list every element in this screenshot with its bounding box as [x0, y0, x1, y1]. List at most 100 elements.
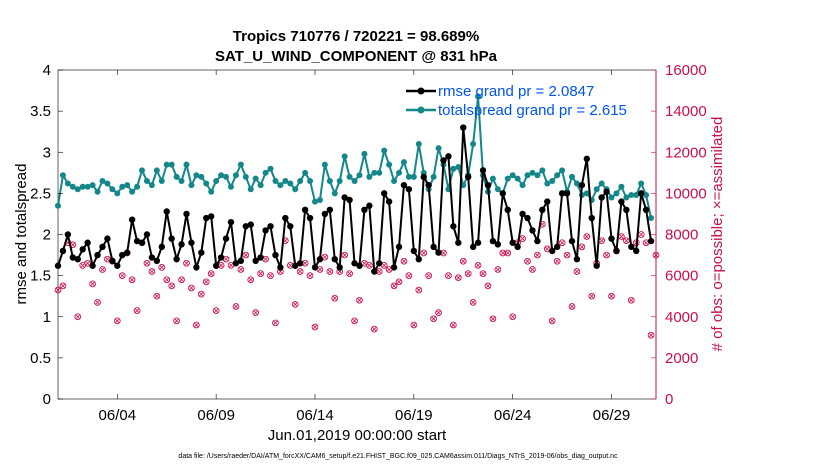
y-tick-label: 1 [43, 309, 51, 326]
rmse-point [484, 181, 492, 189]
obs-assimilated-point [495, 267, 501, 272]
obs-assimilated-point [129, 277, 135, 283]
rmse-point [573, 255, 581, 263]
rmse-point [440, 157, 447, 164]
obs-possible-point [178, 276, 185, 284]
obs-assimilated-point [366, 262, 372, 268]
rmse-point [460, 124, 467, 131]
obs-possible-point [499, 249, 507, 257]
obs-possible-point [420, 249, 428, 257]
totalspread-point [400, 159, 407, 166]
totalspread-point [109, 186, 116, 193]
y2-tick-label: 8000 [665, 227, 698, 244]
obs-assimilated-point [203, 279, 209, 285]
totalspread-point [178, 178, 185, 185]
obs-possible-point [296, 268, 304, 275]
rmse-point [514, 243, 521, 251]
totalspread-point [119, 183, 126, 190]
rmse-point [455, 239, 462, 246]
rmse-point [410, 247, 418, 255]
x-tick-label: 06/09 [197, 407, 235, 424]
obs-possible-point [212, 307, 220, 314]
obs-possible-point [479, 270, 487, 277]
x-tick-label: 06/29 [593, 407, 631, 424]
totalspread-point [366, 173, 373, 180]
totalspread-point [232, 172, 239, 179]
rmse-point [242, 223, 250, 230]
rmse-point [277, 264, 284, 271]
obs-assimilated-point [253, 310, 259, 316]
obs-possible-point [257, 270, 264, 277]
obs-possible-point [489, 315, 497, 323]
rmse-point [311, 264, 319, 271]
obs-assimilated-point [376, 269, 382, 274]
axis-layer: 06/04 06/09 06/14 06/19 06/24 06/29 0 0.5 1 1.5 2 2… [30, 62, 707, 424]
rmse-point [54, 262, 62, 269]
obs-possible-point [291, 301, 299, 308]
totalspread-point [410, 173, 417, 180]
obs-assimilated-point [233, 304, 239, 309]
obs-assimilated-point [302, 260, 308, 266]
totalspread-point [59, 172, 66, 179]
obs-assimilated-point [193, 322, 199, 328]
totalspread-point [559, 167, 566, 174]
obs-possible-point [647, 331, 655, 339]
obs-possible-point [509, 313, 517, 321]
obs-assimilated-point [268, 273, 273, 279]
obs-assimilated-point [490, 316, 496, 322]
rmse-point [262, 227, 269, 234]
rmse-point [222, 235, 230, 242]
totalspread-point [554, 172, 561, 179]
rmse-point [637, 190, 645, 197]
obs-possible-point [331, 294, 339, 302]
totalspread-point [94, 188, 101, 195]
totalspread-point [213, 178, 220, 185]
totalspread-point [326, 178, 333, 185]
obs-possible-point [183, 259, 190, 267]
rmse-point [326, 206, 334, 214]
obs-assimilated-point [554, 258, 560, 264]
rmse-point [84, 239, 91, 246]
totalspread-point [99, 178, 106, 185]
obs-assimilated-point [465, 271, 471, 276]
totalspread-point [252, 175, 259, 182]
obs-assimilated-point [406, 273, 412, 279]
rmse-point [568, 237, 576, 245]
obs-assimilated-point [100, 267, 105, 272]
obs-assimilated-point [510, 314, 516, 320]
obs-possible-point [356, 296, 363, 304]
obs-possible-point [558, 239, 566, 247]
legend-spread-text: totalspread grand pr = 2.615 [438, 102, 627, 119]
obs-assimilated-point [362, 260, 367, 266]
obs-possible-point [326, 268, 334, 275]
legend-spread-marker [417, 106, 425, 114]
obs-assimilated-point [198, 291, 204, 297]
rmse-point [445, 153, 452, 160]
rmse-point [212, 262, 220, 269]
totalspread-point [430, 173, 437, 180]
obs-possible-point [573, 268, 581, 275]
totalspread-point [203, 180, 210, 187]
totalspread-point [311, 198, 318, 205]
totalspread-point [89, 182, 96, 189]
obs-possible-point [410, 321, 418, 329]
rmse-point [188, 239, 195, 246]
obs-assimilated-point [421, 250, 427, 256]
obs-assimilated-point [396, 279, 402, 285]
obs-assimilated-point [426, 273, 432, 279]
obs-assimilated-point [446, 273, 451, 279]
totalspread-point [267, 165, 274, 172]
rmse-point [623, 206, 630, 214]
rmse-point [376, 260, 383, 267]
obs-possible-point [464, 270, 472, 277]
obs-assimilated-point [441, 250, 446, 256]
rmse-point [69, 254, 77, 261]
rmse-point [138, 239, 146, 246]
totalspread-point [64, 180, 71, 187]
obs-assimilated-point [643, 240, 649, 246]
obs-assimilated-point [475, 262, 481, 268]
rmse-point [292, 262, 299, 269]
obs-assimilated-point [485, 283, 491, 289]
rmse-point [435, 249, 442, 256]
obs-assimilated-point [609, 293, 614, 299]
